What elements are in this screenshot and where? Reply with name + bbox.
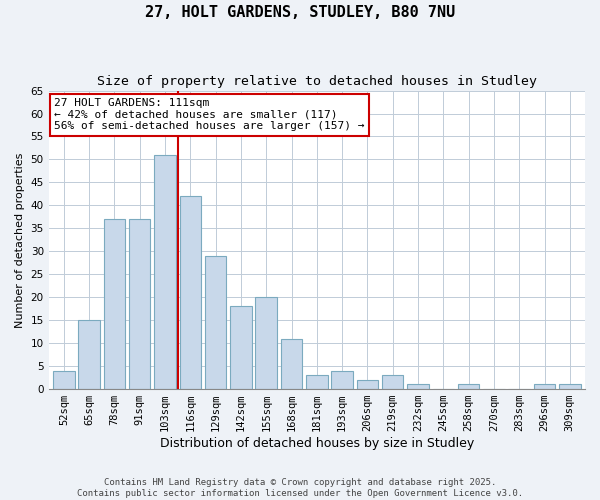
Bar: [281, 338, 302, 389]
X-axis label: Distribution of detached houses by size in Studley: Distribution of detached houses by size …: [160, 437, 474, 450]
Bar: [256, 297, 277, 389]
Bar: [154, 155, 176, 389]
Bar: [458, 384, 479, 389]
Text: 27, HOLT GARDENS, STUDLEY, B80 7NU: 27, HOLT GARDENS, STUDLEY, B80 7NU: [145, 5, 455, 20]
Bar: [104, 219, 125, 389]
Text: 27 HOLT GARDENS: 111sqm
← 42% of detached houses are smaller (117)
56% of semi-d: 27 HOLT GARDENS: 111sqm ← 42% of detache…: [54, 98, 365, 131]
Text: Contains HM Land Registry data © Crown copyright and database right 2025.
Contai: Contains HM Land Registry data © Crown c…: [77, 478, 523, 498]
Bar: [407, 384, 429, 389]
Bar: [53, 370, 74, 389]
Y-axis label: Number of detached properties: Number of detached properties: [15, 152, 25, 328]
Bar: [230, 306, 251, 389]
Title: Size of property relative to detached houses in Studley: Size of property relative to detached ho…: [97, 75, 537, 88]
Bar: [382, 376, 403, 389]
Bar: [356, 380, 378, 389]
Bar: [129, 219, 151, 389]
Bar: [79, 320, 100, 389]
Bar: [205, 256, 226, 389]
Bar: [331, 370, 353, 389]
Bar: [534, 384, 555, 389]
Bar: [306, 376, 328, 389]
Bar: [179, 196, 201, 389]
Bar: [559, 384, 581, 389]
